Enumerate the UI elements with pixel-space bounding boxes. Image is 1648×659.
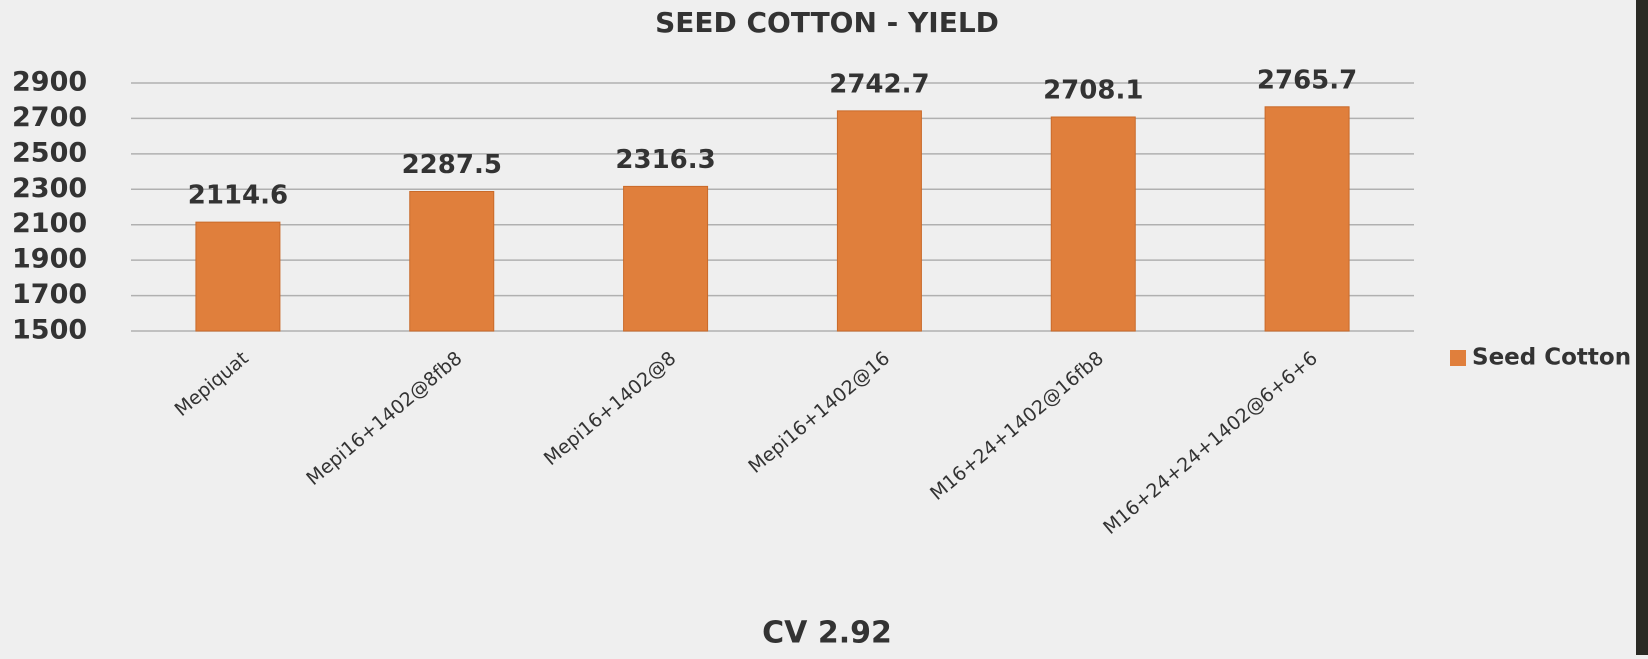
bar xyxy=(1265,107,1349,331)
x-tick-label: Mepi16+1402@16 xyxy=(744,347,894,478)
bar xyxy=(1051,117,1135,331)
background-edge xyxy=(1636,0,1648,655)
y-tick-label: 2300 xyxy=(12,173,87,204)
x-tick-label: Mepi16+1402@8 xyxy=(540,347,681,470)
value-label: 2114.6 xyxy=(188,181,288,211)
bar xyxy=(837,111,921,331)
y-tick-label: 2100 xyxy=(12,208,87,239)
value-label: 2316.3 xyxy=(615,145,715,175)
legend-swatch xyxy=(1450,350,1466,366)
legend-label: Seed Cotton xyxy=(1472,345,1631,371)
x-tick-label: Mepiquat xyxy=(171,347,253,421)
x-tick-label: Mepi16+1402@8fb8 xyxy=(302,347,466,490)
chart: SEED COTTON - YIELD CV 2.92 1500 1700 1900… xyxy=(0,0,1648,655)
annotation: CV 2.92 xyxy=(762,616,892,651)
bar xyxy=(624,186,708,331)
bar xyxy=(196,222,280,331)
y-tick-label: 2900 xyxy=(12,67,87,98)
value-label: 2765.7 xyxy=(1257,65,1357,95)
value-label: 2742.7 xyxy=(829,69,929,99)
bar xyxy=(410,192,494,332)
y-tick-label: 1500 xyxy=(12,315,87,346)
x-tick-label: M16+24+24+1402@6+6+6 xyxy=(1099,347,1322,539)
y-tick-label: 1900 xyxy=(12,244,87,275)
chart-title: SEED COTTON - YIELD xyxy=(655,6,999,39)
y-tick-label: 1700 xyxy=(12,279,87,310)
value-label: 2708.1 xyxy=(1043,75,1143,105)
value-label: 2287.5 xyxy=(402,150,502,180)
y-tick-label: 2700 xyxy=(12,102,87,133)
x-tick-label: M16+24+1402@16fb8 xyxy=(926,347,1108,505)
y-tick-label: 2500 xyxy=(12,137,87,168)
